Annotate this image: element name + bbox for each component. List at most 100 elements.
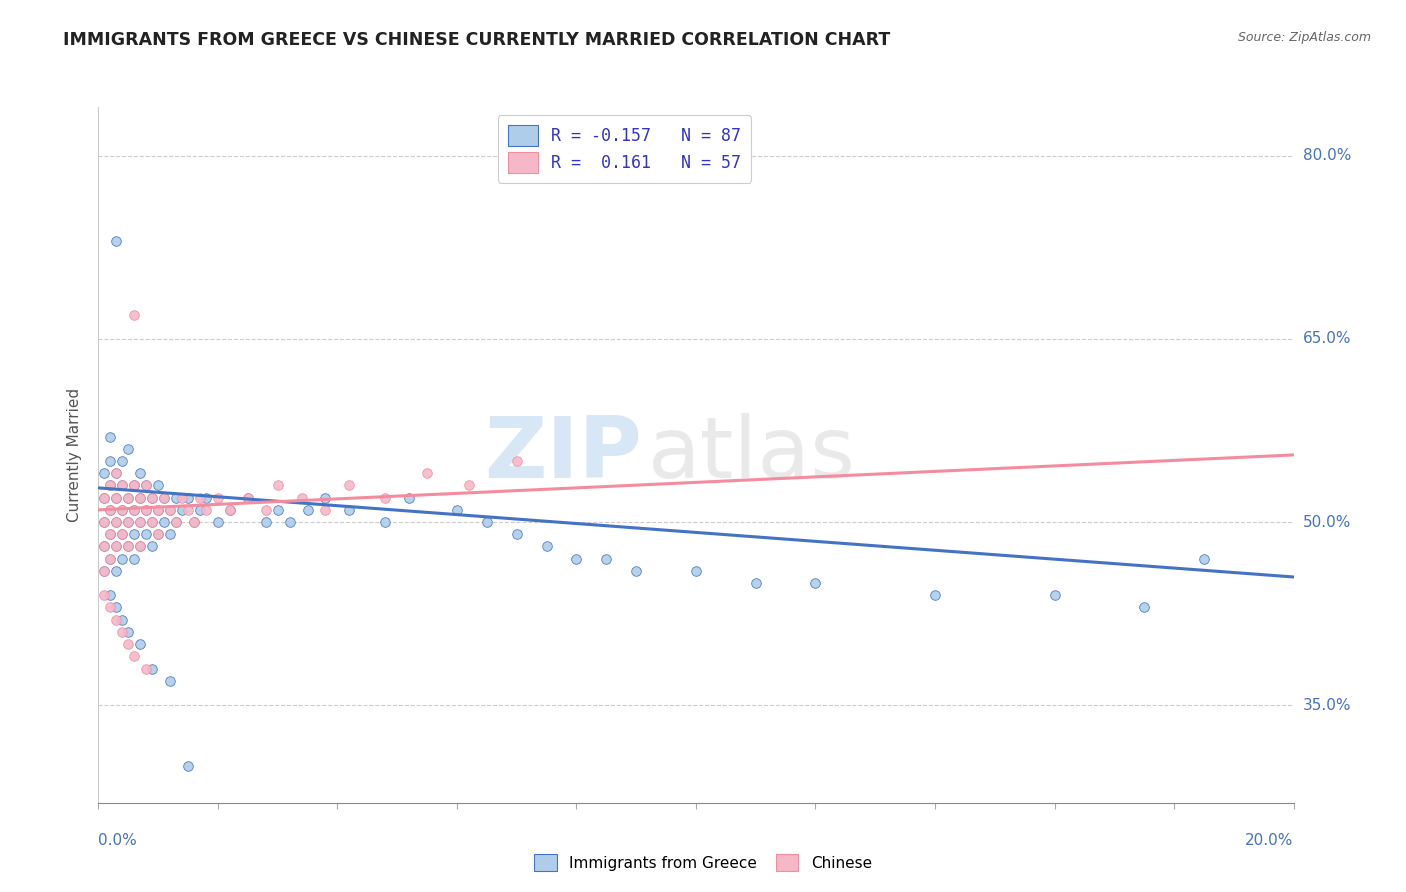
Point — [111, 624, 134, 639]
Text: 0.0%: 0.0% — [98, 833, 138, 848]
Point — [172, 491, 194, 505]
Point — [117, 491, 139, 505]
Point — [148, 478, 170, 492]
Point — [117, 442, 139, 456]
Point — [124, 308, 146, 322]
Text: ZIP: ZIP — [485, 413, 643, 497]
Point — [141, 515, 163, 529]
Point — [177, 759, 200, 773]
Point — [135, 503, 157, 517]
Point — [595, 551, 617, 566]
Point — [153, 515, 176, 529]
Point — [105, 600, 128, 615]
Point — [219, 503, 242, 517]
Point — [183, 515, 205, 529]
Point — [153, 491, 176, 505]
Point — [565, 551, 588, 566]
Point — [98, 503, 122, 517]
Point — [159, 527, 181, 541]
Point — [98, 503, 122, 517]
Point — [446, 503, 468, 517]
Point — [148, 527, 170, 541]
Point — [339, 503, 361, 517]
Point — [924, 588, 946, 602]
Point — [177, 491, 200, 505]
Point — [129, 491, 152, 505]
Point — [188, 491, 211, 505]
Point — [98, 429, 122, 443]
Point — [195, 503, 218, 517]
Legend: Immigrants from Greece, Chinese: Immigrants from Greece, Chinese — [529, 848, 877, 877]
Point — [117, 515, 139, 529]
Point — [416, 467, 439, 481]
Point — [111, 503, 134, 517]
Point — [458, 478, 481, 492]
Point — [98, 551, 122, 566]
Point — [124, 551, 146, 566]
Point — [135, 527, 157, 541]
Point — [124, 649, 146, 664]
Point — [93, 564, 115, 578]
Point — [124, 478, 146, 492]
Point — [111, 454, 134, 468]
Point — [111, 503, 134, 517]
Point — [93, 540, 115, 554]
Point — [98, 588, 122, 602]
Point — [111, 527, 134, 541]
Point — [129, 467, 152, 481]
Point — [117, 637, 139, 651]
Point — [219, 503, 242, 517]
Point — [685, 564, 707, 578]
Point — [141, 661, 163, 675]
Point — [374, 491, 396, 505]
Point — [1192, 551, 1215, 566]
Point — [105, 467, 128, 481]
Point — [135, 503, 157, 517]
Point — [1043, 588, 1066, 602]
Point — [339, 478, 361, 492]
Point — [398, 491, 420, 505]
Point — [135, 478, 157, 492]
Point — [141, 491, 163, 505]
Point — [177, 503, 200, 517]
Point — [98, 600, 122, 615]
Point — [506, 527, 529, 541]
Point — [93, 491, 115, 505]
Point — [236, 491, 259, 505]
Point — [165, 491, 187, 505]
Point — [129, 540, 152, 554]
Point — [98, 454, 122, 468]
Text: IMMIGRANTS FROM GREECE VS CHINESE CURRENTLY MARRIED CORRELATION CHART: IMMIGRANTS FROM GREECE VS CHINESE CURREN… — [63, 31, 890, 49]
Text: Source: ZipAtlas.com: Source: ZipAtlas.com — [1237, 31, 1371, 45]
Point — [129, 515, 152, 529]
Point — [93, 515, 115, 529]
Point — [105, 564, 128, 578]
Point — [98, 478, 122, 492]
Text: 20.0%: 20.0% — [1246, 833, 1294, 848]
Y-axis label: Currently Married: Currently Married — [67, 388, 83, 522]
Point — [93, 540, 115, 554]
Point — [141, 515, 163, 529]
Point — [254, 515, 277, 529]
Point — [105, 491, 128, 505]
Point — [105, 491, 128, 505]
Point — [105, 515, 128, 529]
Point — [141, 540, 163, 554]
Point — [117, 624, 139, 639]
Point — [804, 576, 827, 591]
Point — [93, 467, 115, 481]
Point — [98, 478, 122, 492]
Point — [117, 540, 139, 554]
Point — [135, 661, 157, 675]
Point — [506, 454, 529, 468]
Point — [165, 515, 187, 529]
Point — [124, 503, 146, 517]
Point — [93, 491, 115, 505]
Point — [148, 527, 170, 541]
Point — [135, 478, 157, 492]
Point — [111, 527, 134, 541]
Point — [98, 527, 122, 541]
Point — [315, 503, 337, 517]
Text: 50.0%: 50.0% — [1303, 515, 1351, 530]
Point — [183, 515, 205, 529]
